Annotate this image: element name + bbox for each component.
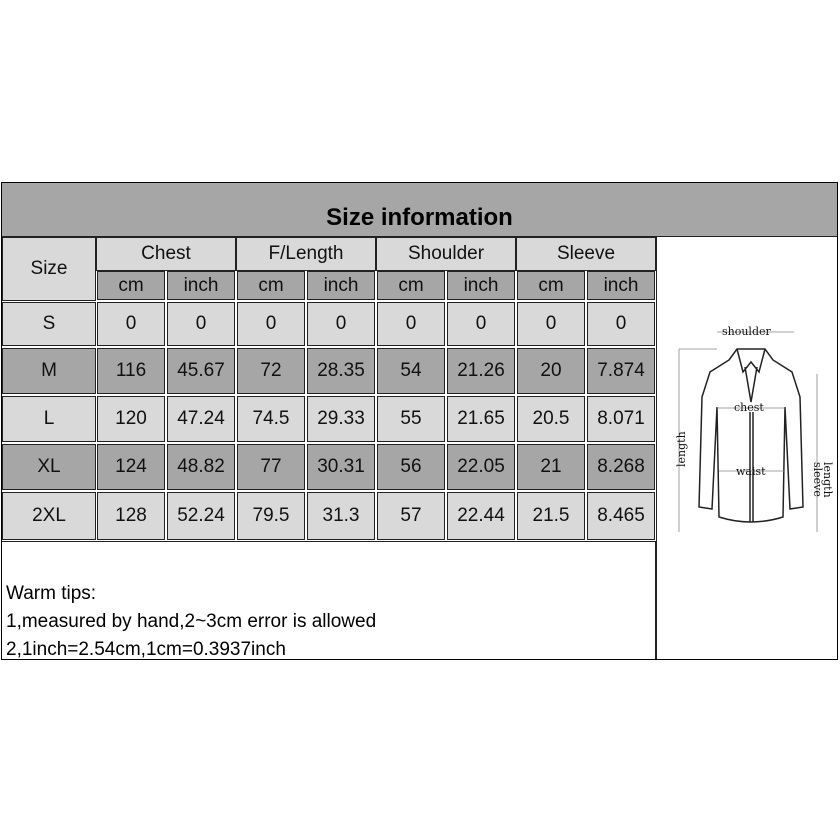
unit-header: inch xyxy=(167,271,235,300)
value-cell: 72 xyxy=(237,348,305,394)
tip-2: 2,1inch=2.54cm,1cm=0.3937inch xyxy=(6,639,286,660)
value-cell: 28.35 xyxy=(307,348,375,394)
value-cell: 0 xyxy=(587,302,655,346)
value-cell: 20 xyxy=(517,348,585,394)
value-cell: 47.24 xyxy=(167,396,235,442)
value-cell: 8.465 xyxy=(587,492,655,540)
waist-label: waist xyxy=(736,465,766,478)
value-cell: 8.071 xyxy=(587,396,655,442)
value-cell: 0 xyxy=(447,302,515,346)
value-cell: 7.874 xyxy=(587,348,655,394)
size-cell: L xyxy=(2,396,96,442)
value-cell: 52.24 xyxy=(167,492,235,540)
value-cell: 57 xyxy=(377,492,445,540)
value-cell: 21.5 xyxy=(517,492,585,540)
unit-header: cm xyxy=(517,271,585,300)
value-cell: 0 xyxy=(237,302,305,346)
value-cell: 124 xyxy=(97,444,165,490)
size-chart: Size information Size Chest F/Length Should… xyxy=(1,182,838,660)
tips-heading: Warm tips: xyxy=(6,583,97,604)
unit-header: inch xyxy=(587,271,655,300)
unit-header: cm xyxy=(237,271,305,300)
value-cell: 30.31 xyxy=(307,444,375,490)
unit-header: cm xyxy=(97,271,165,300)
shirt-diagram: shoulder chest waist length sleeve lengt… xyxy=(656,237,838,659)
value-cell: 22.44 xyxy=(447,492,515,540)
sleeve-length-label: length xyxy=(821,462,834,498)
value-cell: 31.3 xyxy=(307,492,375,540)
value-cell: 21 xyxy=(517,444,585,490)
value-cell: 0 xyxy=(377,302,445,346)
size-cell: S xyxy=(2,302,96,346)
group-header: Sleeve xyxy=(516,237,656,271)
value-cell: 56 xyxy=(377,444,445,490)
value-cell: 48.82 xyxy=(167,444,235,490)
size-cell: 2XL xyxy=(2,492,96,540)
value-cell: 21.26 xyxy=(447,348,515,394)
value-cell: 21.65 xyxy=(447,396,515,442)
value-cell: 128 xyxy=(97,492,165,540)
group-header: F/Length xyxy=(236,237,376,271)
length-label: length xyxy=(675,431,688,467)
sleeve-label: sleeve xyxy=(811,462,824,497)
size-cell: M xyxy=(2,348,96,394)
value-cell: 55 xyxy=(377,396,445,442)
tip-1: 1,measured by hand,2~3cm error is allowe… xyxy=(6,611,377,632)
unit-header: cm xyxy=(377,271,445,300)
value-cell: 54 xyxy=(377,348,445,394)
shoulder-label: shoulder xyxy=(722,325,772,338)
value-cell: 8.268 xyxy=(587,444,655,490)
value-cell: 116 xyxy=(97,348,165,394)
value-cell: 79.5 xyxy=(237,492,305,540)
value-cell: 0 xyxy=(97,302,165,346)
unit-header: inch xyxy=(307,271,375,300)
value-cell: 0 xyxy=(307,302,375,346)
warm-tips: Warm tips: 1,measured by hand,2~3cm erro… xyxy=(2,541,656,660)
group-header: Chest xyxy=(96,237,236,271)
chest-label: chest xyxy=(734,401,764,414)
value-cell: 0 xyxy=(167,302,235,346)
value-cell: 20.5 xyxy=(517,396,585,442)
value-cell: 0 xyxy=(517,302,585,346)
size-header: Size xyxy=(2,237,96,301)
value-cell: 45.67 xyxy=(167,348,235,394)
value-cell: 22.05 xyxy=(447,444,515,490)
value-cell: 120 xyxy=(97,396,165,442)
size-cell: XL xyxy=(2,444,96,490)
value-cell: 77 xyxy=(237,444,305,490)
value-cell: 74.5 xyxy=(237,396,305,442)
group-header: Shoulder xyxy=(376,237,516,271)
value-cell: 29.33 xyxy=(307,396,375,442)
chart-title: Size information xyxy=(2,183,837,237)
shirt-measurement-icon: shoulder chest waist length sleeve lengt… xyxy=(675,325,834,532)
unit-header: inch xyxy=(447,271,515,300)
